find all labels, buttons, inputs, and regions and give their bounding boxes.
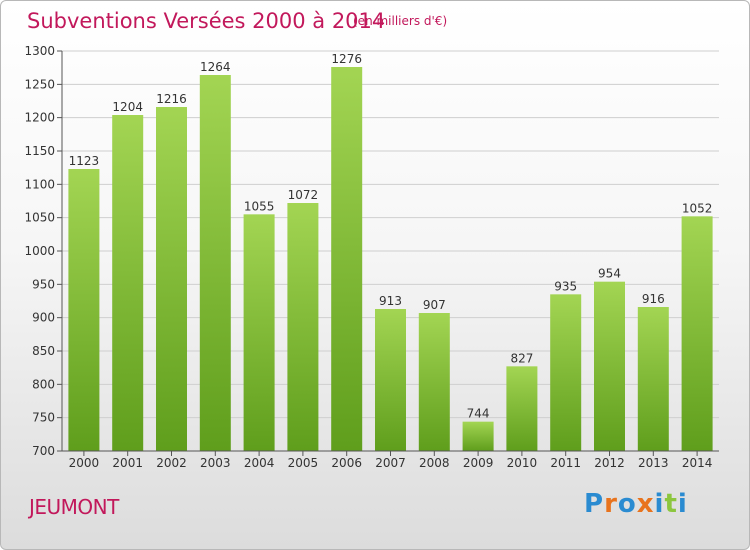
bar xyxy=(462,421,494,451)
logo-letter: P xyxy=(584,489,605,519)
data-label: 954 xyxy=(598,267,621,281)
bar xyxy=(331,67,363,451)
logo-letter: i xyxy=(677,489,688,519)
y-tick-label: 1150 xyxy=(24,144,55,158)
y-tick-label: 750 xyxy=(32,411,55,425)
commune-name: JEUMONT xyxy=(29,495,119,519)
bar xyxy=(68,169,100,451)
bar xyxy=(156,107,187,451)
x-tick-label: 2002 xyxy=(156,456,187,470)
value-labels: 1123 1204 1216 1264 1055 1072 1276 913 907 744 827… xyxy=(69,52,713,421)
data-label: 1052 xyxy=(682,201,713,215)
x-tick-label: 2011 xyxy=(550,456,581,470)
x-tick-label: 2014 xyxy=(682,456,713,470)
y-tick-label: 1300 xyxy=(24,44,55,58)
data-label: 1276 xyxy=(331,52,362,66)
data-label: 913 xyxy=(379,294,402,308)
bar xyxy=(112,115,144,451)
axes: 700 750 800 850 900 950 1000 1050 1100 1150 1200 12… xyxy=(24,44,719,470)
bars xyxy=(68,67,713,451)
y-tick-label: 1100 xyxy=(24,177,55,191)
data-label: 1123 xyxy=(69,154,100,168)
bar xyxy=(594,281,625,451)
y-tick-label: 1200 xyxy=(24,111,55,125)
data-label: 935 xyxy=(554,279,577,293)
y-tick-label: 700 xyxy=(32,444,55,458)
bar xyxy=(506,366,538,451)
y-tick-label: 850 xyxy=(32,344,55,358)
y-tick-label: 900 xyxy=(32,311,55,325)
x-tick-label: 2005 xyxy=(288,456,319,470)
logo-letter: x xyxy=(636,489,655,519)
proxiti-logo: Proxiti xyxy=(584,489,688,519)
y-tick-label: 950 xyxy=(32,277,55,291)
logo-letter: o xyxy=(617,489,637,519)
logo-letter: t xyxy=(664,489,678,519)
x-tick-label: 2004 xyxy=(244,456,275,470)
y-tick-label: 1250 xyxy=(24,77,55,91)
x-tick-label: 2012 xyxy=(594,456,625,470)
bar xyxy=(681,216,713,451)
data-label: 1216 xyxy=(156,92,187,106)
logo-letter: i xyxy=(654,489,665,519)
logo-letter: r xyxy=(604,489,618,519)
x-tick-label: 2006 xyxy=(331,456,362,470)
x-tick-label: 2007 xyxy=(375,456,406,470)
x-tick-label: 2001 xyxy=(112,456,143,470)
x-tick-label: 2003 xyxy=(200,456,231,470)
unit-note: (en milliers d'€) xyxy=(353,14,448,28)
data-label: 827 xyxy=(510,351,533,365)
x-tick-label: 2013 xyxy=(638,456,669,470)
bar xyxy=(550,294,582,451)
y-tick-label: 800 xyxy=(32,377,55,391)
data-label: 1264 xyxy=(200,60,231,74)
data-label: 744 xyxy=(467,407,490,421)
data-label: 916 xyxy=(642,292,665,306)
bar xyxy=(637,307,669,451)
data-label: 907 xyxy=(423,298,446,312)
bar xyxy=(418,313,450,451)
chart-title: Subventions Versées 2000 à 2014 xyxy=(27,9,386,33)
data-label: 1204 xyxy=(112,100,143,114)
bar xyxy=(199,75,231,451)
y-tick-label: 1000 xyxy=(24,244,55,258)
x-tick-label: 2010 xyxy=(507,456,538,470)
data-label: 1055 xyxy=(244,199,275,213)
data-label: 1072 xyxy=(288,188,319,202)
x-tick-label: 2009 xyxy=(463,456,494,470)
x-tick-label: 2000 xyxy=(69,456,100,470)
bar xyxy=(287,203,319,451)
x-tick-label: 2008 xyxy=(419,456,450,470)
y-tick-label: 1050 xyxy=(24,211,55,225)
bar xyxy=(243,214,275,451)
bar xyxy=(375,309,406,451)
